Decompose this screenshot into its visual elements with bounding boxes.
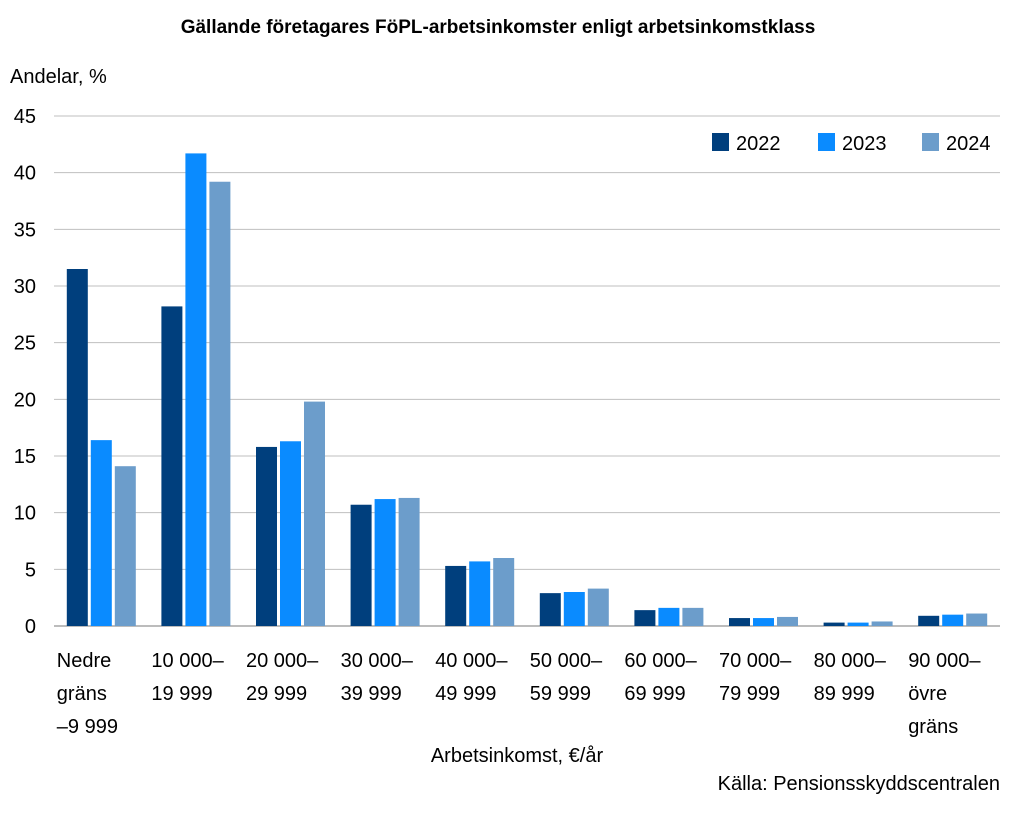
bar-2022-5 bbox=[539, 593, 561, 626]
bar-2023-0 bbox=[90, 440, 112, 626]
bar-2024-4 bbox=[493, 558, 515, 626]
x-tick-label: gräns bbox=[908, 716, 958, 738]
legend-swatch-2023 bbox=[818, 133, 835, 151]
x-tick-label: 80 000– bbox=[814, 650, 887, 672]
x-tick-label: –9 999 bbox=[57, 716, 118, 738]
bar-2023-7 bbox=[753, 618, 774, 626]
x-tick-label: 40 000– bbox=[435, 650, 508, 672]
source-note: Källa: Pensionsskyddscentralen bbox=[718, 773, 1000, 795]
y-tick-label: 15 bbox=[14, 446, 36, 468]
legend: 2022 2023 2024 bbox=[712, 133, 991, 155]
y-tick-label: 30 bbox=[14, 276, 36, 298]
y-tick-label: 5 bbox=[25, 559, 36, 581]
legend-swatch-2024 bbox=[922, 133, 939, 151]
bar-2022-4 bbox=[445, 565, 467, 626]
bar-2023-1 bbox=[185, 153, 207, 626]
y-tick-label: 20 bbox=[14, 389, 36, 411]
x-axis-label: Arbetsinkomst, €/år bbox=[431, 745, 604, 767]
bar-2024-1 bbox=[209, 181, 231, 626]
bar-2023-3 bbox=[374, 499, 396, 626]
bar-2024-0 bbox=[114, 466, 136, 626]
bar-2024-8 bbox=[871, 621, 893, 626]
x-tick-label: 89 999 bbox=[814, 683, 875, 705]
bar-2022-1 bbox=[161, 306, 183, 626]
x-axis-ticks: Nedre gräns –9 999 10 000– 19 999 20 000– 29 9… bbox=[57, 650, 982, 738]
legend-label-2024: 2024 bbox=[946, 133, 991, 155]
bar-2024-5 bbox=[587, 588, 609, 626]
x-tick-label: 50 000– bbox=[530, 650, 603, 672]
bar-2022-2 bbox=[256, 446, 277, 626]
bar-2022-3 bbox=[350, 504, 372, 626]
y-tick-label: 35 bbox=[14, 219, 36, 241]
x-tick-label: 30 000– bbox=[341, 650, 414, 672]
y-axis-ticks: 0 5 10 15 20 25 30 35 40 45 bbox=[14, 106, 36, 638]
y-tick-label: 25 bbox=[14, 333, 36, 355]
x-tick-label: 90 000– bbox=[908, 650, 981, 672]
legend-label-2023: 2023 bbox=[842, 133, 887, 155]
y-axis-label: Andelar, % bbox=[10, 66, 107, 88]
bar-2022-0 bbox=[66, 269, 88, 626]
bar-2022-9 bbox=[918, 615, 940, 626]
x-tick-label: 59 999 bbox=[530, 683, 591, 705]
bars bbox=[66, 153, 988, 626]
x-tick-label: 20 000– bbox=[246, 650, 319, 672]
bar-2022-8 bbox=[823, 622, 845, 626]
x-tick-label: Nedre bbox=[57, 650, 111, 672]
x-tick-label: 79 999 bbox=[719, 683, 780, 705]
bar-2023-6 bbox=[658, 607, 680, 626]
x-tick-label: 10 000– bbox=[151, 650, 224, 672]
chart-title: Gällande företagares FöPL-arbetsinkomste… bbox=[181, 17, 816, 38]
legend-swatch-2022 bbox=[712, 133, 729, 151]
legend-label-2022: 2022 bbox=[736, 133, 781, 155]
y-tick-label: 0 bbox=[25, 616, 36, 638]
y-tick-label: 10 bbox=[14, 503, 36, 525]
bar-2023-4 bbox=[469, 561, 491, 626]
bar-2022-6 bbox=[634, 610, 656, 626]
bar-2023-9 bbox=[942, 614, 964, 626]
bar-2024-6 bbox=[682, 607, 704, 626]
bar-2023-5 bbox=[563, 592, 585, 626]
x-tick-label: 49 999 bbox=[435, 683, 496, 705]
x-tick-label: 69 999 bbox=[624, 683, 685, 705]
x-tick-label: 19 999 bbox=[151, 683, 212, 705]
x-tick-label: 70 000– bbox=[719, 650, 792, 672]
bar-2023-8 bbox=[847, 622, 869, 626]
bar-2023-2 bbox=[280, 441, 301, 626]
bar-2024-2 bbox=[304, 401, 325, 626]
x-tick-label: övre bbox=[908, 683, 947, 705]
x-tick-label: 39 999 bbox=[341, 683, 402, 705]
x-tick-label: 29 999 bbox=[246, 683, 307, 705]
y-tick-label: 40 bbox=[14, 163, 36, 185]
x-tick-label: 60 000– bbox=[624, 650, 697, 672]
bar-2024-3 bbox=[398, 497, 420, 626]
bar-2024-7 bbox=[777, 616, 798, 626]
y-tick-label: 45 bbox=[14, 106, 36, 128]
bar-2022-7 bbox=[729, 618, 750, 626]
x-tick-label: gräns bbox=[57, 683, 107, 705]
bar-2024-9 bbox=[966, 613, 988, 626]
